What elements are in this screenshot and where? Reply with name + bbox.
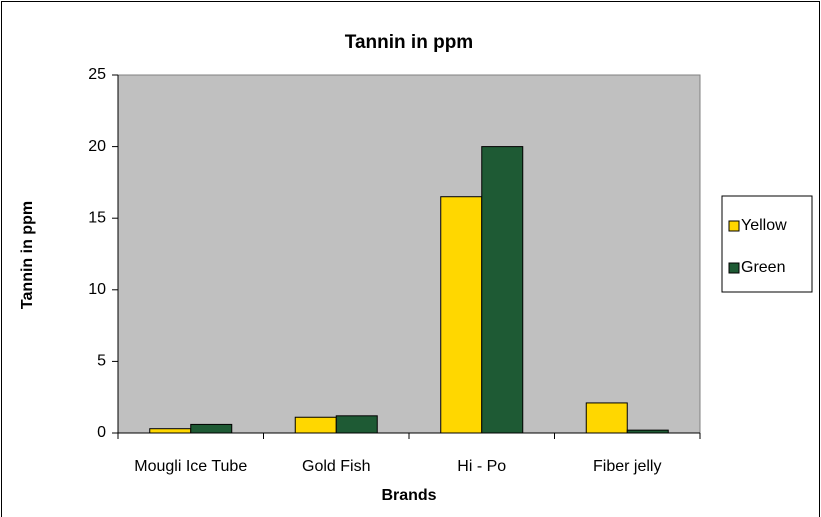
bar [190,423,233,434]
x-tick-label: Gold Fish [302,458,371,475]
y-tick-label: 20 [88,138,106,155]
bar [585,402,628,434]
bar [440,196,483,434]
y-tick-label: 10 [88,281,106,298]
legend-label: Green [741,259,785,276]
bar [481,146,524,434]
bar [294,416,337,434]
y-tick-label: 15 [88,209,106,226]
x-axis-label: Brands [381,487,436,504]
bar [149,428,192,434]
legend-swatch [728,220,740,232]
legend-box [721,195,813,293]
x-tick-label: Hi - Po [457,458,507,475]
y-tick-label: 5 [97,353,106,370]
x-tick-label: Mougli Ice Tube [134,458,248,475]
bar [626,429,669,434]
chart-title: Tannin in ppm [345,32,473,53]
legend-label: Yellow [741,217,787,234]
y-tick-label: 0 [97,424,106,441]
plot-area [117,74,701,434]
legend-swatch [728,262,740,274]
y-tick-label: 25 [88,66,106,83]
bar [335,415,378,434]
y-axis-label: Tannin in ppm [19,201,36,309]
x-tick-label: Fiber jelly [593,458,662,475]
